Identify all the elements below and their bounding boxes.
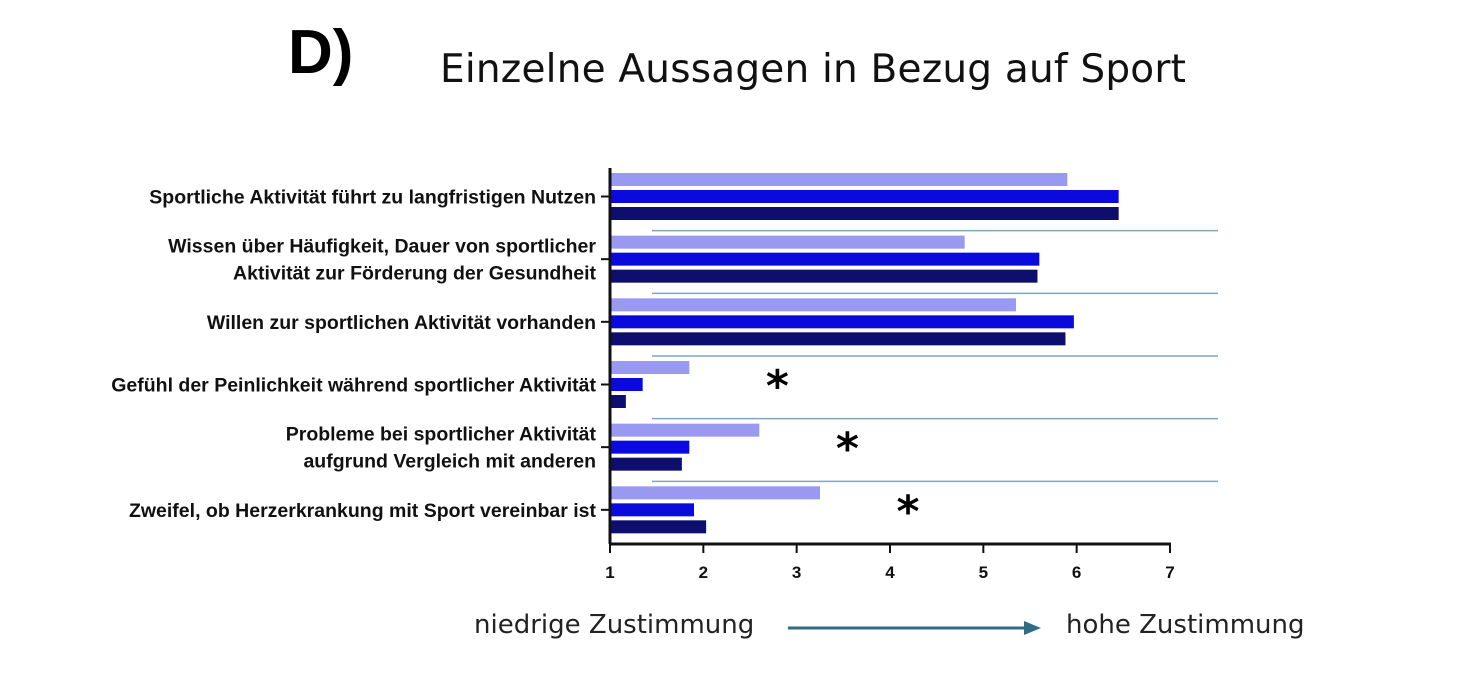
bar (610, 298, 1016, 312)
scale-high-label: hohe Zustimmung (1066, 610, 1305, 640)
bar (610, 173, 1068, 186)
x-tick-label: 6 (1072, 563, 1081, 582)
significance-marker: * (896, 486, 919, 537)
bar (610, 235, 965, 249)
bar (610, 269, 1038, 283)
bar (610, 207, 1119, 220)
scale-low-label: niedrige Zustimmung (474, 610, 755, 640)
bar (610, 440, 690, 454)
bar (610, 423, 760, 437)
significance-marker: * (766, 361, 789, 412)
panel-letter: D) (288, 18, 354, 87)
category-label: Wissen über Häufigkeit, Dauer von sportl… (168, 236, 596, 258)
x-tick-label: 4 (885, 563, 895, 582)
category-label: Probleme bei sportlicher Aktivität (286, 424, 597, 446)
bar (610, 503, 694, 517)
bar (610, 395, 626, 408)
category-label: Sportliche Aktivität führt zu langfristi… (149, 187, 596, 209)
significance-marker: * (836, 424, 859, 475)
scale-arrow-icon (788, 621, 1041, 635)
bar (610, 457, 682, 471)
bar (610, 252, 1040, 266)
category-label: Gefühl der Peinlichkeit während sportlic… (111, 375, 596, 397)
x-tick-label: 1 (605, 563, 614, 582)
chart-title: Einzelne Aussagen in Bezug auf Sport (440, 47, 1187, 92)
bar (610, 190, 1119, 203)
bar (610, 378, 643, 391)
bar (610, 520, 707, 534)
x-tick-label: 7 (1165, 563, 1174, 582)
category-label: Willen zur sportlichen Aktivität vorhand… (207, 312, 596, 334)
x-tick-label: 2 (699, 563, 708, 582)
bar (610, 361, 690, 374)
bar (610, 486, 820, 500)
category-label: Zweifel, ob Herzerkrankung mit Sport ver… (129, 500, 597, 522)
x-tick-label: 3 (792, 563, 801, 582)
category-label: Aktivität zur Förderung der Gesundheit (233, 263, 596, 285)
bar (610, 332, 1066, 346)
bar (610, 315, 1074, 329)
x-tick-label: 5 (979, 563, 988, 582)
category-label: aufgrund Vergleich mit anderen (303, 451, 596, 473)
